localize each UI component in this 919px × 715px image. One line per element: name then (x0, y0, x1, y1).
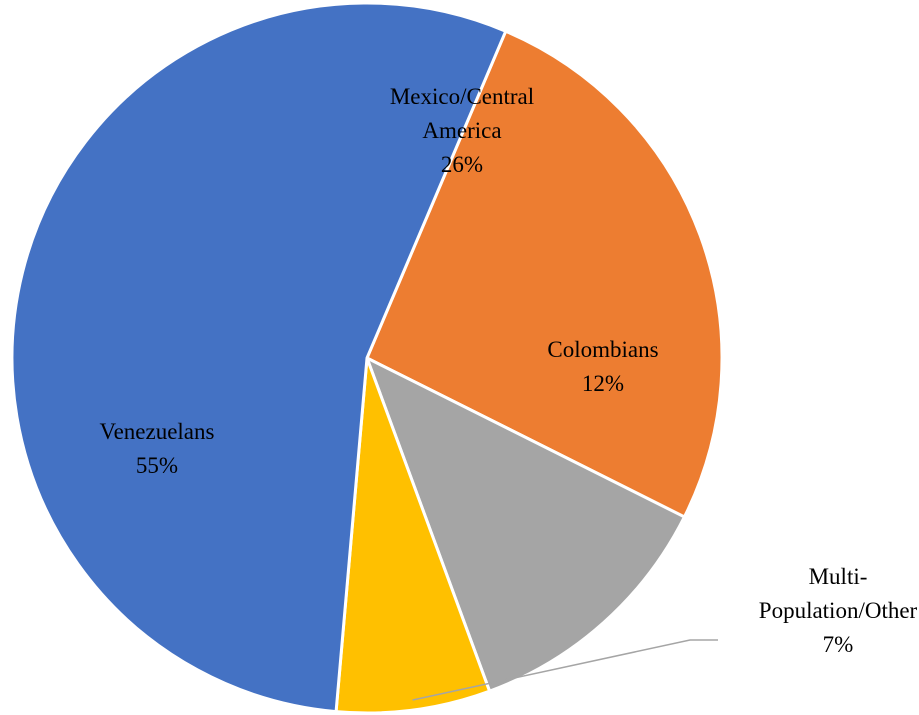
leader-lines-layer (412, 639, 718, 701)
slices-layer (10, 1, 724, 715)
slice-label-colombians: Colombians 12% (547, 337, 658, 396)
pie-slice-multi-population-other (334, 356, 492, 715)
slice-label-mexico-central-america: Mexico/Central America 26% (390, 84, 534, 177)
pie-slice-colombians (365, 356, 686, 693)
leader-line-multi-population-other (412, 639, 718, 701)
slice-label-venezuelans: Venezuelans 55% (100, 419, 215, 478)
slice-label-multi-population-other: Multi-Population/Other 7% (759, 564, 918, 657)
labels-layer: Mexico/Central America 26% Colombians 12% Mul… (100, 84, 918, 657)
pie-slice-venezuelans (10, 1, 508, 714)
